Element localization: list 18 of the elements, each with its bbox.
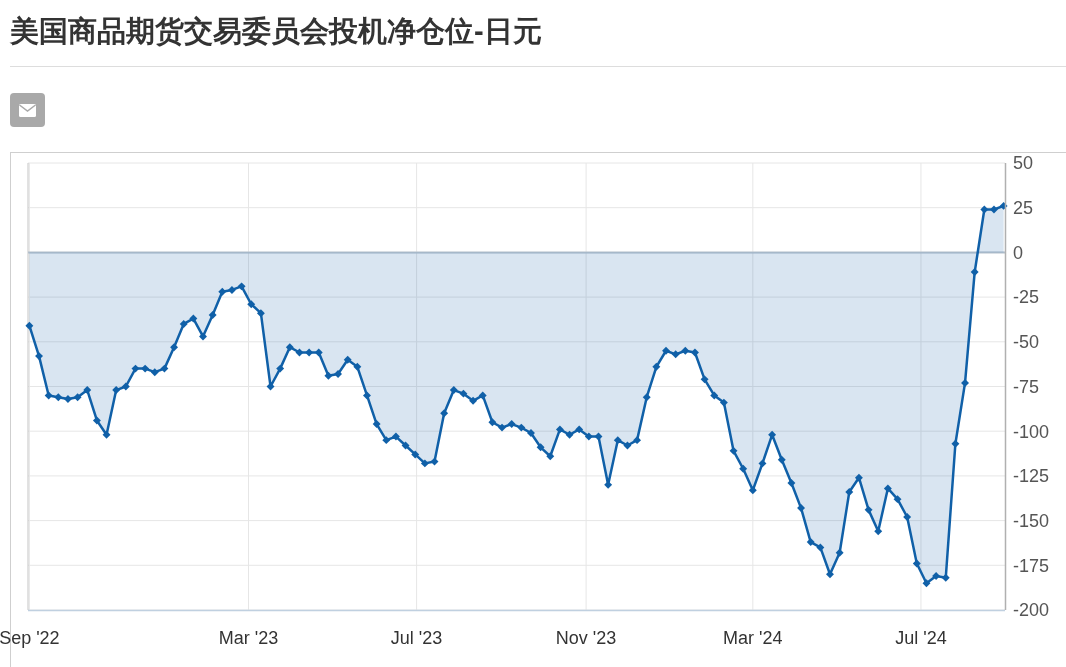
chart-title: 美国商品期货交易委员会投机净仓位-日元 bbox=[9, 15, 542, 47]
x-tick-label: Mar '23 bbox=[218, 628, 279, 648]
y-tick-label: -75 bbox=[1013, 376, 1040, 397]
x-tick-label: Nov '23 bbox=[555, 628, 617, 648]
y-tick-label: 25 bbox=[1013, 198, 1034, 218]
y-tick-label: -150 bbox=[1013, 510, 1050, 531]
x-tick-label: Sep '22 bbox=[0, 628, 60, 648]
y-tick-label: 0 bbox=[1013, 242, 1024, 263]
y-tick-label: -50 bbox=[1013, 332, 1040, 353]
x-tick-label: Jul '24 bbox=[895, 628, 947, 648]
y-tick-label: -125 bbox=[1013, 466, 1050, 487]
y-tick-label: -175 bbox=[1013, 555, 1050, 576]
x-tick-label: Mar '24 bbox=[723, 628, 783, 648]
y-tick-label: -100 bbox=[1013, 421, 1050, 442]
y-tick-label: -25 bbox=[1013, 287, 1040, 308]
x-tick-label: Jul '23 bbox=[390, 628, 443, 648]
y-tick-label: -200 bbox=[1013, 600, 1050, 621]
y-tick-label: 50 bbox=[1013, 153, 1034, 174]
